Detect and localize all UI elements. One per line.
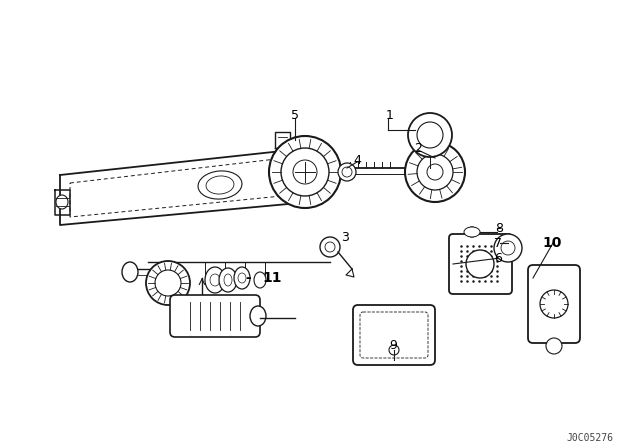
Polygon shape bbox=[55, 190, 70, 215]
Text: 8: 8 bbox=[495, 221, 503, 234]
Ellipse shape bbox=[224, 274, 232, 286]
Ellipse shape bbox=[150, 268, 158, 276]
Ellipse shape bbox=[210, 274, 220, 286]
FancyBboxPatch shape bbox=[353, 305, 435, 365]
Ellipse shape bbox=[250, 306, 266, 326]
Text: 10: 10 bbox=[542, 236, 562, 250]
Ellipse shape bbox=[238, 273, 246, 283]
Text: 5: 5 bbox=[291, 108, 299, 121]
FancyBboxPatch shape bbox=[528, 265, 580, 343]
Text: 4: 4 bbox=[353, 154, 361, 167]
Ellipse shape bbox=[540, 290, 568, 318]
Ellipse shape bbox=[320, 237, 340, 257]
FancyBboxPatch shape bbox=[170, 295, 260, 337]
Text: 1: 1 bbox=[386, 108, 394, 121]
Ellipse shape bbox=[427, 164, 443, 180]
Ellipse shape bbox=[146, 261, 190, 305]
Ellipse shape bbox=[219, 268, 237, 292]
Ellipse shape bbox=[206, 176, 234, 194]
Ellipse shape bbox=[338, 163, 356, 181]
Ellipse shape bbox=[466, 250, 494, 278]
Ellipse shape bbox=[198, 171, 242, 199]
Ellipse shape bbox=[293, 160, 317, 184]
Ellipse shape bbox=[464, 227, 480, 237]
Ellipse shape bbox=[205, 267, 225, 293]
Text: 11: 11 bbox=[262, 271, 282, 285]
Text: 7: 7 bbox=[494, 237, 502, 250]
Ellipse shape bbox=[417, 154, 453, 190]
Ellipse shape bbox=[405, 142, 465, 202]
Ellipse shape bbox=[325, 242, 335, 252]
Ellipse shape bbox=[269, 136, 341, 208]
Ellipse shape bbox=[494, 234, 522, 262]
Ellipse shape bbox=[122, 262, 138, 282]
Polygon shape bbox=[275, 132, 290, 148]
Ellipse shape bbox=[155, 270, 181, 296]
Text: 3: 3 bbox=[341, 231, 349, 244]
Text: -: - bbox=[245, 271, 251, 285]
Ellipse shape bbox=[234, 267, 250, 289]
Ellipse shape bbox=[254, 272, 266, 288]
Text: 9: 9 bbox=[389, 339, 397, 352]
Ellipse shape bbox=[56, 195, 68, 209]
Ellipse shape bbox=[408, 113, 452, 157]
Ellipse shape bbox=[501, 241, 515, 255]
Ellipse shape bbox=[389, 345, 399, 355]
Text: J0C05276: J0C05276 bbox=[566, 433, 614, 443]
Ellipse shape bbox=[342, 167, 352, 177]
Text: 6: 6 bbox=[494, 251, 502, 264]
FancyBboxPatch shape bbox=[449, 234, 512, 294]
Ellipse shape bbox=[546, 338, 562, 354]
Polygon shape bbox=[60, 148, 310, 225]
FancyBboxPatch shape bbox=[360, 312, 428, 358]
Ellipse shape bbox=[467, 227, 477, 237]
Ellipse shape bbox=[281, 148, 329, 196]
Ellipse shape bbox=[417, 122, 443, 148]
Text: 2: 2 bbox=[414, 142, 422, 155]
